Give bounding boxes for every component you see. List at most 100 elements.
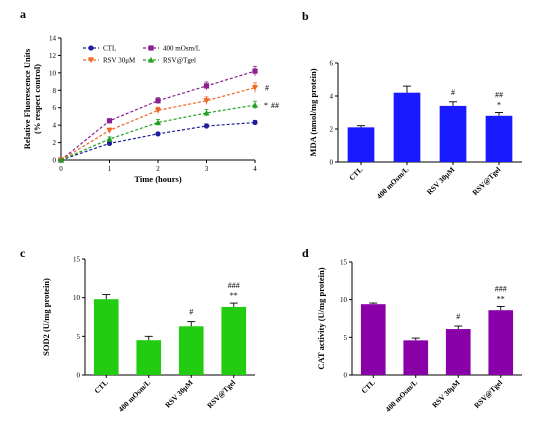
x-tick-label-a: 1	[108, 165, 112, 173]
annotation-hash-d: ###	[495, 284, 507, 293]
y-tick-label-c: 0	[77, 372, 81, 380]
bar-c	[136, 340, 162, 375]
y-tick-label-c: 15	[73, 256, 81, 264]
y-tick-label-a: 2	[53, 139, 57, 147]
panel-letter-c: c	[20, 246, 26, 260]
x-tick-label-d: RSV 30μM	[430, 378, 462, 410]
legend-label: RSV 30μM	[103, 57, 136, 65]
x-tick-label-b: RSV@Tgel	[470, 165, 502, 197]
bar-b	[439, 105, 467, 162]
bar-c	[93, 299, 119, 375]
series-line-3	[60, 104, 256, 161]
y-tick-label-a: 6	[53, 104, 57, 112]
legend-marker	[88, 45, 94, 51]
bar-b	[485, 115, 513, 162]
x-tick-label-a: 4	[253, 165, 257, 173]
x-tick-label-c: 400 mOsm/L	[116, 378, 152, 414]
y-tick-label-a: 10	[49, 69, 57, 77]
bar-d	[445, 329, 471, 375]
series-line-1	[60, 70, 256, 161]
y-tick-label-c: 5	[77, 333, 81, 341]
bar-b	[393, 92, 421, 162]
legend-label: CTL	[103, 45, 116, 53]
data-point-2	[251, 85, 259, 91]
data-point-2	[203, 98, 210, 104]
data-point-1	[203, 83, 210, 89]
y-tick-label-a: 4	[53, 122, 57, 130]
legend-label: RSV@Tgel	[163, 57, 196, 65]
legend-marker	[87, 57, 95, 64]
y-tick-label-d: 15	[340, 259, 348, 267]
bar-d	[488, 310, 514, 375]
x-tick-label-a: 2	[156, 165, 160, 173]
data-point-0	[203, 123, 210, 129]
x-tick-label-d: 400 mOsm/L	[383, 378, 419, 414]
annotation-double-hash: ##	[271, 101, 279, 110]
x-tick-label-a: 3	[205, 165, 209, 173]
y-axis-title-d: CAT activity (U/mg protein)	[316, 267, 326, 369]
panel-letter-d: d	[302, 246, 309, 260]
y-tick-label-a: 0	[53, 157, 57, 165]
bar-b	[347, 127, 375, 162]
annotation-hash-b: #	[451, 88, 455, 97]
y-axis-title-line: Relative Fluorescence Units	[22, 48, 32, 149]
bar-d	[403, 340, 429, 375]
x-tick-label-c: CTL	[92, 378, 109, 395]
annotation-star: *	[264, 101, 268, 110]
data-point-3	[251, 102, 259, 108]
data-point-2	[106, 127, 113, 134]
y-tick-label-b: 0	[330, 159, 334, 167]
x-tick-label-a: 0	[59, 165, 63, 173]
legend-marker	[147, 56, 155, 63]
bar-d	[360, 304, 386, 375]
y-tick-label-a: 14	[49, 35, 57, 43]
panel-letter-b: b	[302, 9, 309, 23]
data-point-0	[155, 131, 161, 137]
y-axis-title-b: MDA (nmol/mg protein)	[308, 68, 318, 156]
legend-marker	[148, 45, 154, 51]
y-axis-title-c: SOD2 (U/mg protein)	[41, 278, 51, 356]
data-point-1	[106, 118, 113, 124]
data-point-3	[154, 119, 162, 126]
y-tick-label-b: 6	[330, 60, 334, 68]
annotation-star-d: **	[497, 294, 505, 303]
panel-letter-a: a	[20, 7, 26, 21]
y-tick-label-d: 10	[340, 296, 348, 304]
legend-label: 400 mOsm/L	[163, 45, 200, 53]
annotation-hash-d: #	[456, 312, 460, 321]
x-tick-label-c: RSV 30μM	[163, 378, 195, 410]
y-tick-label-b: 2	[330, 126, 334, 134]
annotation-hash: #	[265, 84, 269, 93]
data-point-3	[106, 135, 113, 142]
y-axis-title-a: Relative Fluorescence Units(% respect co…	[22, 48, 42, 149]
data-point-3	[57, 156, 65, 163]
data-point-3	[203, 109, 210, 116]
series-line-0	[60, 121, 256, 161]
y-tick-label-b: 4	[330, 93, 334, 101]
data-point-2	[154, 107, 162, 114]
x-tick-label-d: CTL	[359, 378, 376, 395]
y-tick-label-a: 8	[53, 87, 57, 95]
x-tick-label-b: RSV 30μM	[425, 165, 457, 197]
bar-c	[221, 306, 247, 375]
annotation-hash-c: #	[189, 308, 193, 317]
x-tick-label-b: 400 mOsm/L	[375, 165, 411, 201]
data-point-0	[252, 119, 258, 126]
annotation-hash-b: ##	[495, 91, 503, 100]
y-tick-label-d: 5	[344, 334, 348, 342]
annotation-hash-c: ###	[228, 281, 240, 290]
annotation-star-b: *	[497, 101, 501, 110]
x-tick-label-d: RSV@Tgel	[472, 378, 504, 410]
data-point-1	[155, 98, 161, 104]
data-point-1	[252, 68, 258, 74]
y-tick-label-d: 0	[344, 372, 348, 380]
x-tick-label-b: CTL	[347, 165, 364, 182]
bar-c	[178, 326, 204, 375]
x-axis-title-a: Time (hours)	[134, 174, 181, 184]
y-tick-label-a: 12	[49, 52, 57, 60]
y-axis-title-line: (% respect control)	[32, 64, 42, 134]
data-point-0	[106, 140, 113, 147]
annotation-star-c: **	[230, 291, 238, 300]
series-line-2	[60, 87, 256, 161]
